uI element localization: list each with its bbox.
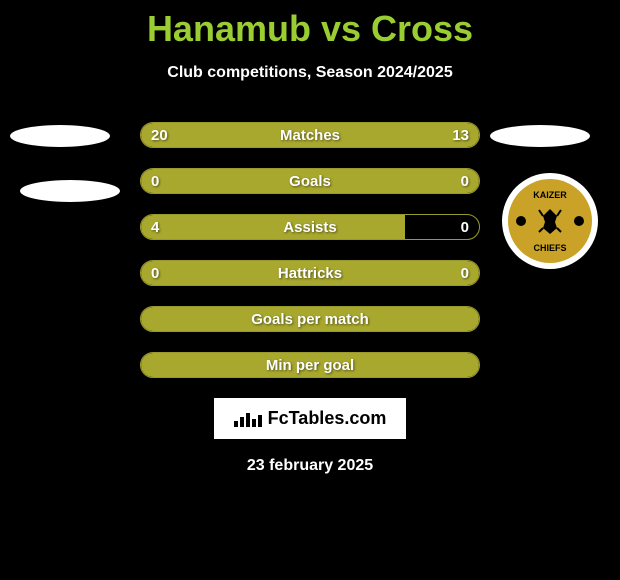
stat-row: 0 0 Goals: [140, 168, 480, 194]
club-badge-text-top: KAIZER: [508, 191, 592, 200]
stat-row: Min per goal: [140, 352, 480, 378]
stat-value-right: 13: [452, 127, 469, 144]
stat-bar-left: [141, 169, 310, 193]
stat-value-left: 0: [151, 265, 159, 282]
player-right-club-badge: KAIZER CHIEFS: [502, 173, 598, 269]
stat-row: 20 13 Matches: [140, 122, 480, 148]
page-title: Hanamub vs Cross: [147, 8, 473, 50]
stat-value-left: 0: [151, 173, 159, 190]
report-date: 23 february 2025: [247, 457, 373, 475]
stat-value-right: 0: [461, 173, 469, 190]
stat-label: Matches: [280, 127, 340, 144]
club-badge-text-bottom: CHIEFS: [508, 244, 592, 253]
stat-value-left: 20: [151, 127, 168, 144]
stat-value-left: 4: [151, 219, 159, 236]
stat-row: 0 0 Hattricks: [140, 260, 480, 286]
soccer-ball-icon: [516, 216, 526, 226]
stat-bar-right: [310, 169, 479, 193]
bar-chart-icon: [234, 411, 262, 427]
stat-label: Hattricks: [278, 265, 342, 282]
player-left-club-oval-1: [10, 125, 110, 147]
stat-bar-left: [141, 215, 405, 239]
stat-label: Goals per match: [251, 311, 369, 328]
soccer-ball-icon: [574, 216, 584, 226]
stat-value-right: 0: [461, 265, 469, 282]
club-badge-kaizer-chiefs: KAIZER CHIEFS: [508, 179, 592, 263]
stat-value-right: 0: [461, 219, 469, 236]
fctables-brand[interactable]: FcTables.com: [214, 398, 407, 439]
stat-row: Goals per match: [140, 306, 480, 332]
comparison-page: Hanamub vs Cross Club competitions, Seas…: [0, 0, 620, 580]
stat-label: Assists: [283, 219, 336, 236]
stat-row: 4 0 Assists: [140, 214, 480, 240]
brand-text: FcTables.com: [268, 408, 387, 429]
stat-label: Min per goal: [266, 357, 354, 374]
chief-head-icon: [533, 204, 567, 238]
player-left-club-oval-2: [20, 180, 120, 202]
page-subtitle: Club competitions, Season 2024/2025: [167, 64, 452, 82]
stats-container: 20 13 Matches 0 0 Goals 4 0 Assists 0 0 Hattricks Go…: [140, 122, 480, 378]
stat-label: Goals: [289, 173, 331, 190]
player-right-club-oval-1: [490, 125, 590, 147]
